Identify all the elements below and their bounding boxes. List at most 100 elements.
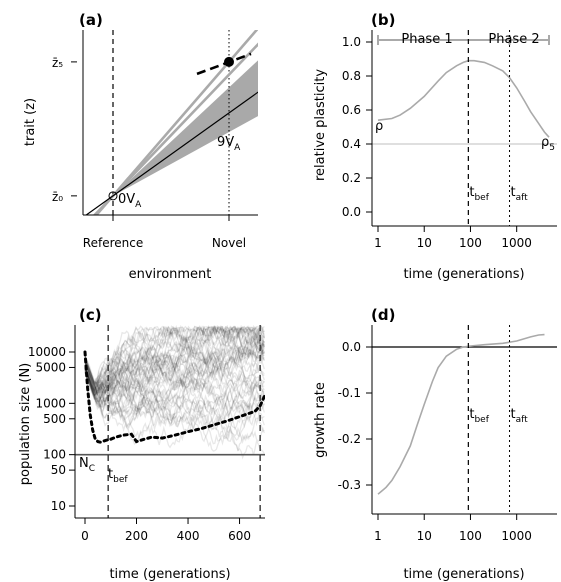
c-nc-label: NC	[79, 456, 95, 474]
c-x-axis-label: time (generations)	[109, 567, 230, 582]
c-trajectory	[84, 352, 265, 445]
b-x-ticklabel: 1	[374, 236, 382, 250]
c-trajectory	[84, 365, 265, 446]
c-trajectory	[84, 325, 265, 394]
b-x-ticklabel: 100	[459, 236, 482, 250]
panel-a: (a) 0VA 9VA Reference Novel z̄₀ z̄₅ envi…	[23, 11, 258, 282]
c-trajectory	[84, 340, 265, 396]
c-trajectory	[84, 371, 265, 427]
d-y-ticklabel: -0.3	[338, 478, 361, 492]
panel-d: (d) tbef taft 1 10 100 1000 0.0 -0.1 -0.2 -0.3…	[313, 306, 557, 582]
d-y-ticklabel: -0.2	[338, 432, 361, 446]
c-trajectory	[84, 325, 265, 412]
b-x-ticklabel: 1000	[501, 236, 532, 250]
d-y-axis-label: growth rate	[313, 382, 328, 458]
c-trajectory	[84, 325, 265, 390]
a-start-annotation: 0VA	[118, 192, 142, 210]
c-trajectory	[84, 325, 265, 399]
d-x-ticklabel: 1	[374, 529, 382, 543]
c-trajectory	[84, 325, 265, 429]
d-y-ticks: 0.0 -0.1 -0.2 -0.3	[338, 340, 372, 492]
c-trajectory	[84, 325, 265, 400]
c-trajectory	[84, 327, 265, 410]
panel-b-label: (b)	[371, 11, 395, 29]
c-x-ticks: 0 200 400 600	[81, 518, 251, 543]
b-y-ticks: 0.0 0.2 0.4 0.6 0.8 1.0	[342, 35, 372, 219]
a-y-ticklabel-z0: z̄₀	[52, 190, 63, 204]
c-trajectory	[84, 327, 265, 397]
c-trajectory	[84, 344, 265, 396]
c-trajectory	[84, 325, 265, 402]
c-trajectory	[84, 358, 265, 452]
b-y-ticklabel: 0.8	[342, 69, 361, 83]
c-trajectory	[84, 339, 265, 386]
c-trajectory	[84, 325, 265, 397]
c-trajectory	[84, 345, 265, 446]
c-y-ticklabel: 50	[51, 463, 66, 477]
c-trajectory	[84, 365, 265, 428]
a-series-line-0	[94, 30, 258, 215]
c-background-trajectories	[84, 325, 265, 460]
b-y-ticklabel: 0.6	[342, 103, 361, 117]
d-growth-rate-curve	[377, 333, 545, 495]
b-x-ticklabel: 10	[417, 236, 432, 250]
d-x-ticklabel: 10	[417, 529, 432, 543]
c-y-ticklabel: 1000	[35, 396, 66, 410]
c-trajectory	[84, 358, 265, 433]
c-trajectory	[84, 325, 265, 384]
a-series-line-1	[85, 91, 258, 215]
c-trajectory	[84, 368, 265, 408]
c-trajectory	[84, 325, 265, 392]
b-rho-start-label: ρ	[375, 119, 383, 134]
panel-d-label: (d)	[371, 306, 395, 324]
a-dashed-segment	[196, 52, 252, 76]
d-tbef-label: tbef	[469, 407, 489, 425]
a-x-ticklabel-novel: Novel	[212, 236, 246, 250]
b-y-ticklabel: 0.2	[342, 171, 361, 185]
c-trajectory	[84, 338, 265, 402]
c-trajectory	[84, 368, 265, 449]
c-trajectory	[84, 366, 265, 428]
c-trajectory	[84, 325, 265, 397]
a-start-point	[108, 191, 118, 201]
c-trajectory	[84, 325, 265, 395]
c-trajectory	[84, 325, 265, 399]
d-taft-label: taft	[511, 407, 529, 425]
b-y-ticklabel: 1.0	[342, 35, 361, 49]
c-trajectory	[84, 345, 265, 398]
b-tbef-label: tbef	[469, 185, 489, 203]
c-trajectory	[84, 325, 265, 386]
panel-b: (b) Phase 1 Phase 2 tbef taft ρ ρ5 1 10 10…	[313, 11, 557, 282]
c-y-axis-label: population size (N)	[18, 363, 33, 486]
b-phase2-label: Phase 2	[488, 32, 539, 47]
c-trajectory	[84, 325, 265, 399]
c-trajectory	[84, 327, 265, 403]
c-trajectory	[84, 325, 265, 406]
c-tbef-label: tbef	[108, 467, 128, 485]
c-mean-trajectory	[83, 350, 265, 444]
c-trajectory	[84, 347, 265, 399]
c-trajectory	[84, 367, 265, 460]
c-y-ticklabel: 5000	[35, 360, 66, 374]
d-y-ticklabel: 0.0	[342, 340, 361, 354]
c-trajectory	[84, 337, 265, 394]
c-trajectory	[84, 369, 265, 424]
b-phase1-label: Phase 1	[401, 32, 452, 47]
panel-c-label: (c)	[79, 306, 102, 324]
a-x-axis-label: environment	[129, 267, 212, 282]
c-trajectory	[84, 325, 265, 398]
c-trajectory	[84, 329, 265, 393]
a-end-annotation: 9VA	[217, 135, 241, 153]
b-x-ticks: 1 10 100 1000	[374, 226, 532, 250]
c-trajectory	[84, 367, 265, 413]
c-x-ticklabel: 600	[228, 529, 251, 543]
c-trajectory	[84, 360, 265, 452]
c-trajectory	[84, 356, 265, 407]
c-trajectory	[84, 345, 265, 421]
d-x-ticks: 1 10 100 1000	[374, 514, 532, 543]
c-y-ticklabel: 10	[51, 499, 66, 513]
c-trajectory	[84, 362, 265, 442]
